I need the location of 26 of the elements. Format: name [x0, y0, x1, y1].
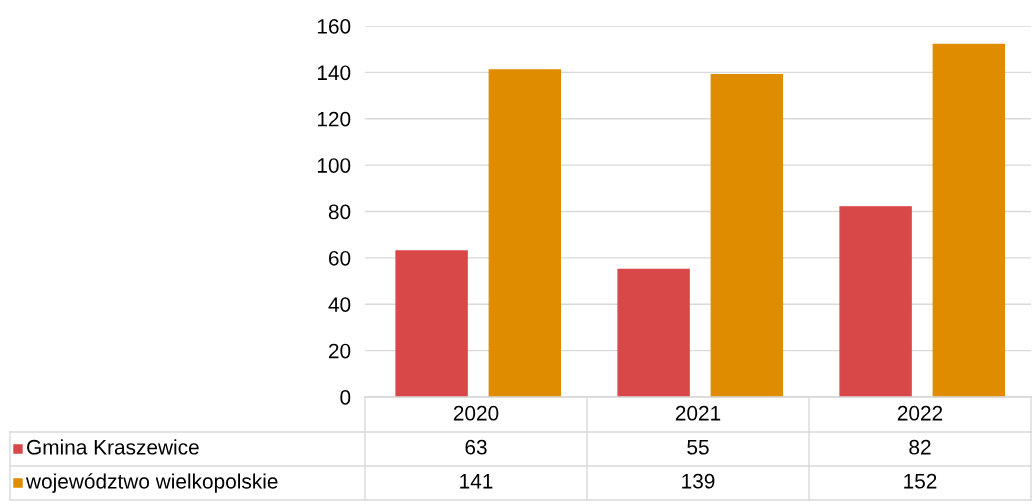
legend-label: Gmina Kraszewice [27, 439, 199, 455]
y-tick-label: 100 [317, 158, 351, 173]
bar [395, 250, 468, 397]
y-tick-label: 140 [317, 65, 351, 81]
data-label: 141 [460, 474, 493, 489]
bar [710, 73, 784, 397]
data-label: 82 [909, 439, 931, 455]
bar [839, 206, 912, 397]
y-tick-label: 20 [328, 343, 351, 359]
y-tick-label: 0 [340, 390, 351, 405]
data-label: 139 [682, 473, 715, 489]
y-tick-label: 80 [328, 204, 351, 220]
y-tick-label: 40 [328, 297, 351, 312]
y-tick-label: 160 [317, 19, 351, 34]
y-tick-label: 60 [329, 250, 351, 266]
legend-label: województwo wielkopolskie [25, 473, 278, 493]
data-label: 55 [687, 440, 709, 455]
y-tick-label: 120 [317, 111, 351, 127]
x-tick-label: 2021 [675, 405, 721, 421]
x-tick-label: 2022 [897, 405, 943, 421]
bar [617, 268, 690, 397]
data-label: 152 [904, 473, 937, 489]
bar [488, 69, 562, 397]
x-tick-label: 2020 [453, 405, 499, 421]
bar [932, 43, 1006, 397]
data-label: 63 [465, 439, 487, 455]
